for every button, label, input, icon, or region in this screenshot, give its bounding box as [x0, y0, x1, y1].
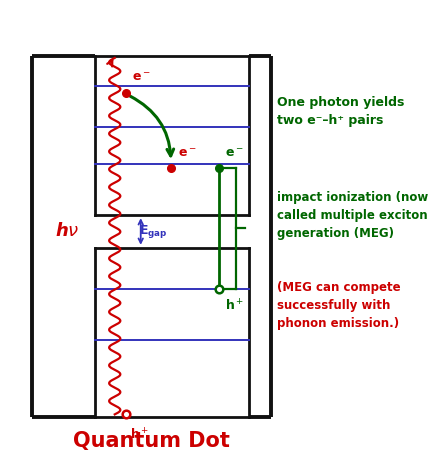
Text: e$^-$: e$^-$	[132, 71, 151, 84]
Text: h$\nu$: h$\nu$	[55, 223, 79, 240]
Text: $\mathbf{E_{gap}}$: $\mathbf{E_{gap}}$	[139, 223, 168, 240]
Text: One photon yields
two e⁻–h⁺ pairs: One photon yields two e⁻–h⁺ pairs	[277, 96, 404, 126]
Text: impact ionization (now
called multiple exciton
generation (MEG): impact ionization (now called multiple e…	[277, 191, 428, 240]
Text: Quantum Dot: Quantum Dot	[73, 432, 230, 451]
Text: e$^-$: e$^-$	[178, 147, 196, 160]
Text: e$^-$: e$^-$	[225, 147, 244, 160]
Text: h$^+$: h$^+$	[130, 427, 149, 443]
Text: (MEG can compete
successfully with
phonon emission.): (MEG can compete successfully with phono…	[277, 281, 401, 330]
Text: h$^+$: h$^+$	[225, 298, 244, 313]
